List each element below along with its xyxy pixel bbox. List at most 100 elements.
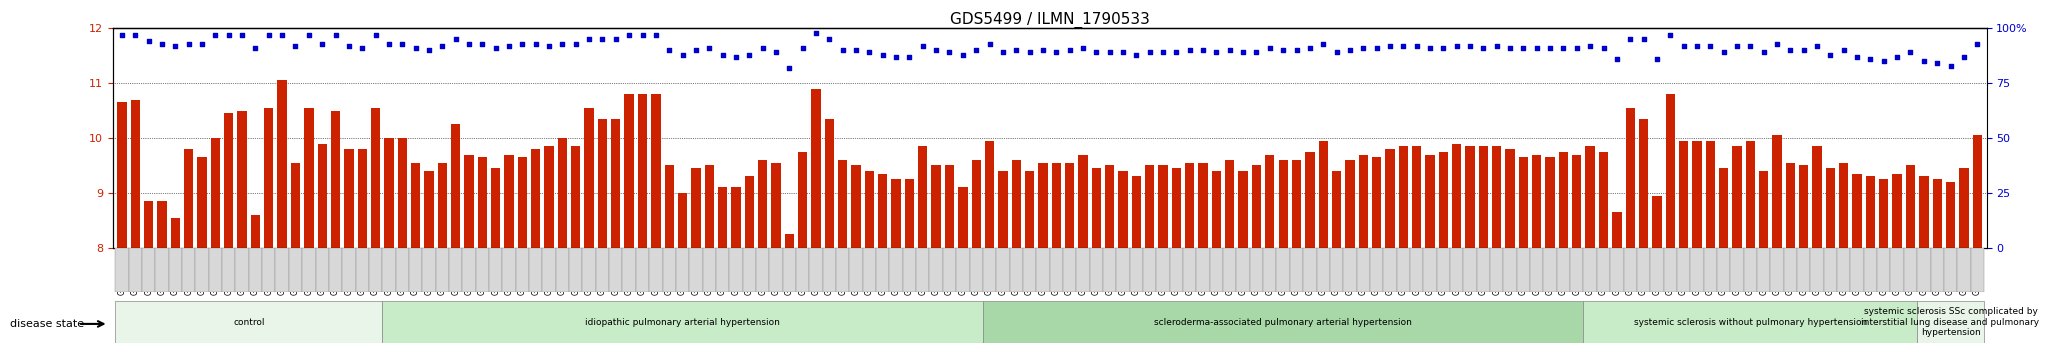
Bar xyxy=(610,119,621,248)
FancyBboxPatch shape xyxy=(489,248,502,292)
Point xyxy=(1106,50,1139,55)
Bar xyxy=(1653,196,1661,248)
Bar xyxy=(1024,171,1034,248)
FancyBboxPatch shape xyxy=(1837,248,1851,292)
Bar xyxy=(1186,163,1194,248)
Point xyxy=(1853,56,1886,62)
Bar xyxy=(1679,141,1688,248)
FancyBboxPatch shape xyxy=(649,248,664,292)
Point xyxy=(1933,63,1966,68)
FancyBboxPatch shape xyxy=(543,248,555,292)
Point xyxy=(279,43,311,49)
Bar xyxy=(1798,166,1808,248)
Point xyxy=(825,47,858,53)
Bar xyxy=(397,138,408,248)
Bar xyxy=(1012,160,1020,248)
FancyBboxPatch shape xyxy=(1583,248,1597,292)
FancyBboxPatch shape xyxy=(1503,248,1518,292)
Point xyxy=(385,41,418,46)
Bar xyxy=(958,188,967,248)
Point xyxy=(666,52,698,57)
FancyBboxPatch shape xyxy=(823,248,836,292)
Point xyxy=(1628,36,1661,42)
Bar xyxy=(223,113,233,248)
FancyBboxPatch shape xyxy=(1397,248,1409,292)
Point xyxy=(1374,43,1407,49)
Point xyxy=(1174,47,1206,53)
FancyBboxPatch shape xyxy=(1810,248,1823,292)
Point xyxy=(1573,43,1606,49)
Point xyxy=(639,32,672,38)
FancyBboxPatch shape xyxy=(1544,248,1556,292)
FancyBboxPatch shape xyxy=(1343,248,1356,292)
FancyBboxPatch shape xyxy=(1823,248,1837,292)
FancyBboxPatch shape xyxy=(209,248,221,292)
Bar xyxy=(211,138,219,248)
Bar xyxy=(1946,182,1956,248)
Bar xyxy=(1585,146,1595,248)
Bar xyxy=(451,124,461,248)
Bar xyxy=(879,174,887,248)
FancyBboxPatch shape xyxy=(1878,248,1890,292)
FancyBboxPatch shape xyxy=(342,248,356,292)
Point xyxy=(1147,50,1180,55)
FancyBboxPatch shape xyxy=(1491,248,1503,292)
Point xyxy=(840,47,872,53)
FancyBboxPatch shape xyxy=(1784,248,1796,292)
Point xyxy=(319,32,352,38)
Point xyxy=(346,45,379,51)
Bar xyxy=(1718,168,1729,248)
Point xyxy=(199,32,231,38)
FancyBboxPatch shape xyxy=(1010,248,1022,292)
Bar xyxy=(117,102,127,248)
Bar xyxy=(1493,146,1501,248)
Point xyxy=(745,45,778,51)
FancyBboxPatch shape xyxy=(475,248,489,292)
Bar xyxy=(1839,163,1849,248)
Bar xyxy=(932,166,940,248)
FancyBboxPatch shape xyxy=(1303,248,1317,292)
Bar xyxy=(1292,160,1300,248)
Bar xyxy=(1665,94,1675,248)
FancyBboxPatch shape xyxy=(1436,248,1450,292)
Bar xyxy=(1866,176,1876,248)
Bar xyxy=(637,94,647,248)
FancyBboxPatch shape xyxy=(1077,248,1090,292)
Point xyxy=(1186,47,1219,53)
FancyBboxPatch shape xyxy=(262,248,276,292)
Point xyxy=(1841,54,1874,60)
FancyBboxPatch shape xyxy=(915,248,930,292)
Bar xyxy=(1372,157,1380,248)
Point xyxy=(1907,58,1939,64)
Point xyxy=(1133,50,1165,55)
Point xyxy=(1587,45,1620,51)
Bar xyxy=(918,146,928,248)
Bar xyxy=(584,108,594,248)
FancyBboxPatch shape xyxy=(315,248,330,292)
Bar xyxy=(1706,141,1714,248)
Point xyxy=(1321,50,1354,55)
Bar xyxy=(1733,146,1741,248)
FancyBboxPatch shape xyxy=(942,248,956,292)
FancyBboxPatch shape xyxy=(1317,248,1329,292)
Text: systemic sclerosis SSc complicated by interstitial lung disease and pulmonary hy: systemic sclerosis SSc complicated by in… xyxy=(1862,307,2040,337)
Point xyxy=(786,45,819,51)
FancyBboxPatch shape xyxy=(862,248,877,292)
Point xyxy=(547,41,580,46)
Bar xyxy=(412,163,420,248)
FancyBboxPatch shape xyxy=(850,248,862,292)
Point xyxy=(1360,45,1393,51)
Text: systemic sclerosis without pulmonary hypertension: systemic sclerosis without pulmonary hyp… xyxy=(1634,318,1868,327)
Point xyxy=(106,32,139,38)
Point xyxy=(1640,56,1673,62)
Bar xyxy=(1425,155,1436,248)
Bar xyxy=(1825,168,1835,248)
FancyBboxPatch shape xyxy=(717,248,729,292)
FancyBboxPatch shape xyxy=(1597,248,1610,292)
FancyBboxPatch shape xyxy=(623,248,635,292)
Point xyxy=(532,43,565,49)
FancyBboxPatch shape xyxy=(248,248,262,292)
Point xyxy=(1333,47,1366,53)
Bar xyxy=(1599,152,1608,248)
FancyBboxPatch shape xyxy=(1890,248,1905,292)
